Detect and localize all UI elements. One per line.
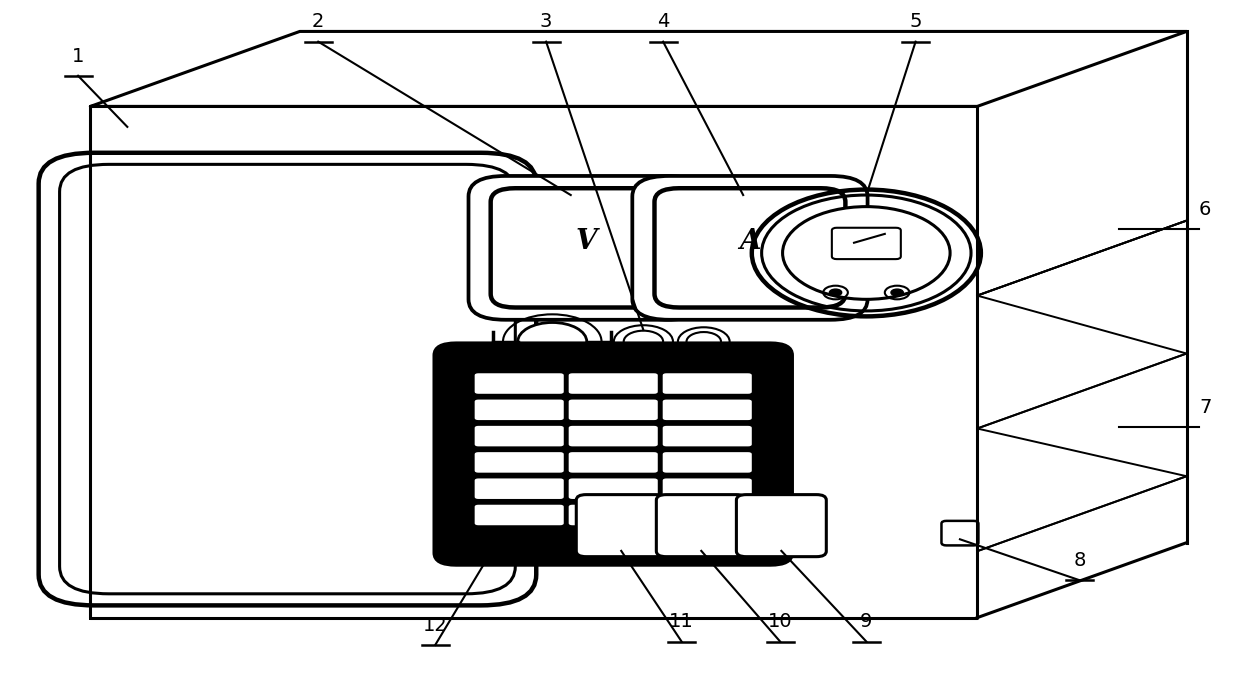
FancyBboxPatch shape bbox=[60, 164, 516, 594]
FancyBboxPatch shape bbox=[475, 426, 564, 446]
Text: 8: 8 bbox=[1074, 551, 1085, 570]
Text: 12: 12 bbox=[423, 615, 448, 635]
FancyBboxPatch shape bbox=[491, 188, 682, 308]
Text: 5: 5 bbox=[909, 12, 921, 32]
FancyBboxPatch shape bbox=[737, 495, 826, 557]
Text: 1: 1 bbox=[72, 46, 84, 66]
FancyBboxPatch shape bbox=[475, 452, 564, 473]
FancyBboxPatch shape bbox=[569, 504, 657, 525]
FancyBboxPatch shape bbox=[662, 478, 751, 499]
Circle shape bbox=[624, 331, 663, 353]
Text: 3: 3 bbox=[539, 12, 552, 32]
Circle shape bbox=[687, 332, 720, 351]
Circle shape bbox=[892, 289, 903, 296]
FancyBboxPatch shape bbox=[569, 400, 657, 420]
FancyBboxPatch shape bbox=[662, 373, 751, 394]
Text: 11: 11 bbox=[670, 612, 694, 631]
FancyBboxPatch shape bbox=[38, 152, 536, 605]
FancyBboxPatch shape bbox=[662, 426, 751, 446]
FancyBboxPatch shape bbox=[475, 478, 564, 499]
Text: V: V bbox=[575, 228, 596, 255]
FancyBboxPatch shape bbox=[569, 452, 657, 473]
Text: 10: 10 bbox=[768, 612, 792, 631]
FancyBboxPatch shape bbox=[475, 400, 564, 420]
FancyBboxPatch shape bbox=[655, 188, 846, 308]
Text: 4: 4 bbox=[657, 12, 670, 32]
Circle shape bbox=[782, 206, 950, 299]
FancyBboxPatch shape bbox=[832, 228, 900, 259]
Text: A: A bbox=[739, 228, 760, 255]
FancyBboxPatch shape bbox=[662, 400, 751, 420]
FancyBboxPatch shape bbox=[469, 176, 704, 319]
Text: 7: 7 bbox=[1199, 397, 1211, 417]
FancyBboxPatch shape bbox=[434, 343, 792, 565]
Circle shape bbox=[830, 289, 842, 296]
Text: 9: 9 bbox=[861, 612, 873, 631]
FancyBboxPatch shape bbox=[475, 504, 564, 525]
FancyBboxPatch shape bbox=[656, 495, 746, 557]
FancyBboxPatch shape bbox=[569, 373, 657, 394]
Text: 2: 2 bbox=[312, 12, 325, 32]
FancyBboxPatch shape bbox=[662, 504, 751, 525]
FancyBboxPatch shape bbox=[569, 426, 657, 446]
FancyBboxPatch shape bbox=[569, 478, 657, 499]
FancyBboxPatch shape bbox=[475, 373, 564, 394]
FancyBboxPatch shape bbox=[632, 176, 868, 319]
FancyBboxPatch shape bbox=[941, 521, 978, 545]
FancyBboxPatch shape bbox=[577, 495, 666, 557]
Text: 6: 6 bbox=[1199, 200, 1211, 219]
FancyBboxPatch shape bbox=[662, 452, 751, 473]
Circle shape bbox=[518, 322, 587, 361]
